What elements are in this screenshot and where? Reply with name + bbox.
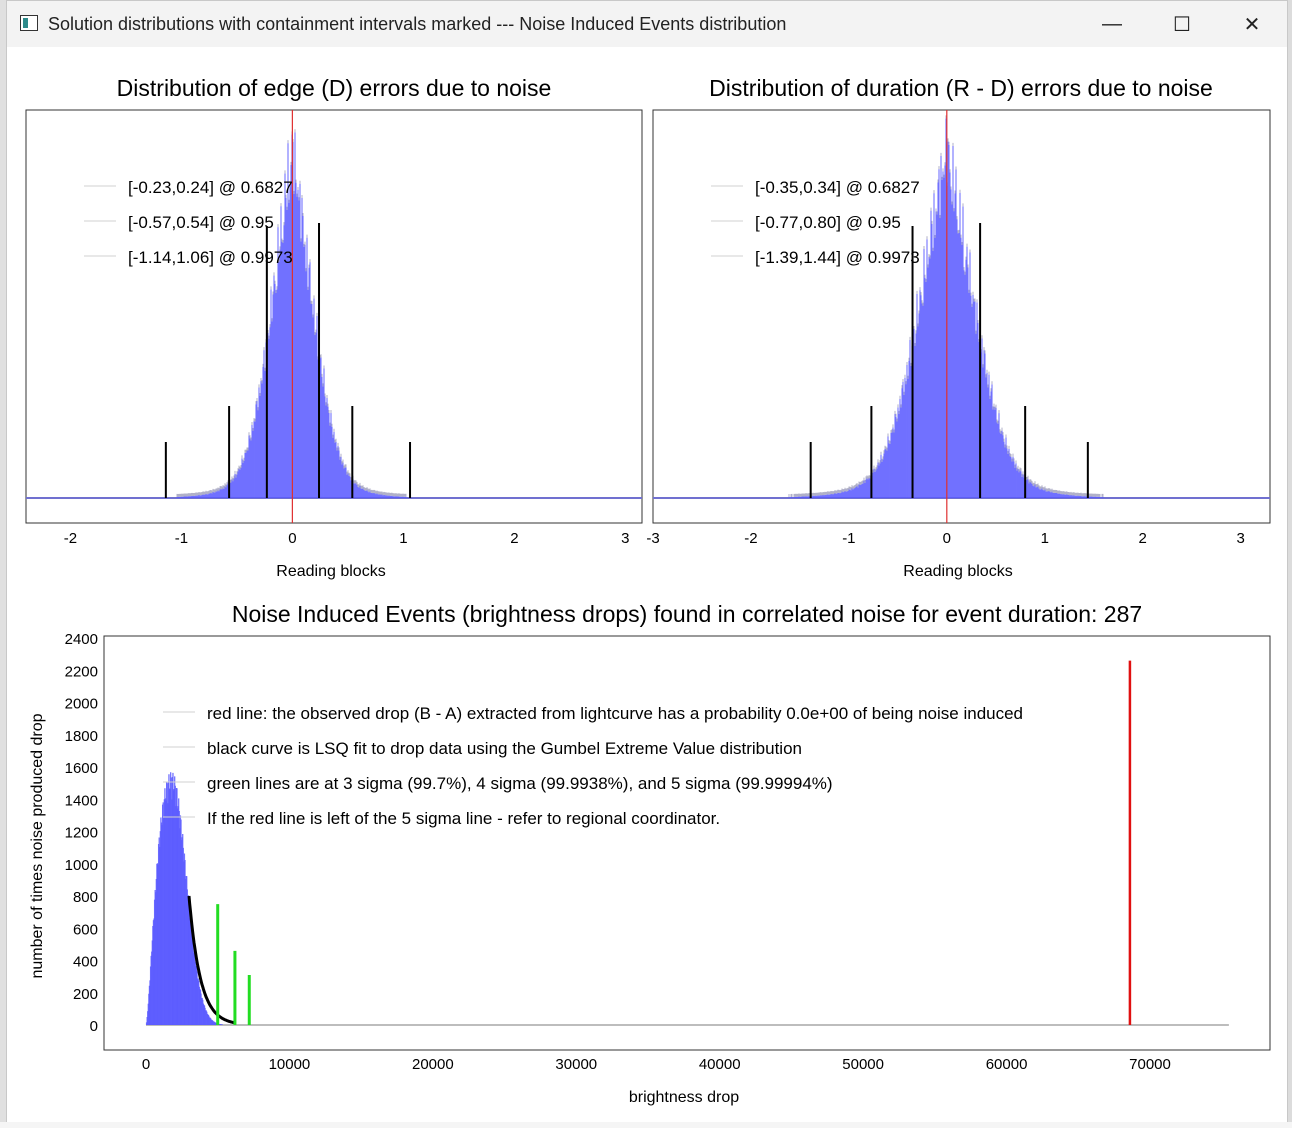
plots-canvas: Distribution of edge (D) errors due to n… xyxy=(25,75,1271,1106)
y-tick-label: 0 xyxy=(90,1018,98,1035)
y-tick-label: 400 xyxy=(73,954,98,971)
y-tick-label: 2400 xyxy=(65,631,98,648)
x-tick-label: 70000 xyxy=(1129,1056,1171,1073)
legend-entry: [-0.77,0.80] @ 0.95 xyxy=(755,213,901,232)
gumbel-fit-curve xyxy=(187,895,236,1025)
plot-frame xyxy=(103,635,1271,1051)
x-axis-label: Reading blocks xyxy=(276,563,385,580)
x-axis-label: Reading blocks xyxy=(903,563,1012,580)
chart-title: Noise Induced Events (brightness drops) … xyxy=(232,601,1142,627)
histogram xyxy=(145,772,223,1025)
y-tick-label: 1400 xyxy=(65,792,98,809)
window-title: Solution distributions with containment … xyxy=(48,14,787,34)
distribution-panel-2 xyxy=(652,109,1271,524)
x-tick-label: 0 xyxy=(943,530,951,547)
x-tick-label: 40000 xyxy=(699,1056,741,1073)
y-tick-label: 1800 xyxy=(65,728,98,745)
x-axis-label: brightness drop xyxy=(629,1089,739,1106)
x-tick-label: 10000 xyxy=(269,1056,311,1073)
legend-entry: [-0.57,0.54] @ 0.95 xyxy=(128,213,274,232)
x-tick-label: 3 xyxy=(1236,530,1244,547)
x-tick-label: 0 xyxy=(288,530,296,547)
background-window-edge xyxy=(0,0,6,1128)
histogram xyxy=(176,129,407,498)
x-tick-label: -1 xyxy=(842,530,855,547)
y-axis-label: number of times noise produced drop xyxy=(29,713,46,978)
app-icon xyxy=(20,15,38,31)
legend-entry: [-1.39,1.44] @ 0.9973 xyxy=(755,248,920,267)
background-window-edge-right xyxy=(1288,0,1292,1128)
x-tick-label: 50000 xyxy=(842,1056,884,1073)
legend-entry: [-0.23,0.24] @ 0.6827 xyxy=(128,178,293,197)
legend-entry: If the red line is left of the 5 sigma l… xyxy=(207,809,720,828)
y-tick-label: 1200 xyxy=(65,825,98,842)
legend-entry: [-0.35,0.34] @ 0.6827 xyxy=(755,178,920,197)
title-bar[interactable]: Solution distributions with containment … xyxy=(7,1,1287,47)
x-tick-label: 2 xyxy=(510,530,518,547)
legend-entry: [-1.14,1.06] @ 0.9973 xyxy=(128,248,293,267)
minimize-button[interactable]: — xyxy=(1102,12,1122,35)
close-button[interactable]: ✕ xyxy=(1243,13,1261,36)
y-tick-label: 1000 xyxy=(65,857,98,874)
x-tick-label: -2 xyxy=(744,530,757,547)
x-tick-label: 60000 xyxy=(986,1056,1028,1073)
legend-entry: red line: the observed drop (B - A) extr… xyxy=(207,704,1023,723)
y-tick-label: 1600 xyxy=(65,760,98,777)
chart-title: Distribution of duration (R - D) errors … xyxy=(709,75,1213,101)
x-tick-label: 2 xyxy=(1139,530,1147,547)
legend-entry: black curve is LSQ fit to drop data usin… xyxy=(207,739,802,758)
plot-window: Solution distributions with containment … xyxy=(6,0,1288,1124)
x-tick-label: -1 xyxy=(175,530,188,547)
distribution-panel-1 xyxy=(25,109,643,524)
chart-title: Distribution of edge (D) errors due to n… xyxy=(117,75,552,101)
legend-entry: green lines are at 3 sigma (99.7%), 4 si… xyxy=(207,774,833,793)
y-tick-label: 2000 xyxy=(65,696,98,713)
x-tick-label: -3 xyxy=(646,530,659,547)
x-tick-label: 0 xyxy=(142,1056,150,1073)
y-tick-label: 2200 xyxy=(65,663,98,680)
y-tick-label: 800 xyxy=(73,889,98,906)
histogram xyxy=(788,115,1104,498)
maximize-button[interactable]: ☐ xyxy=(1173,13,1191,36)
x-tick-label: 1 xyxy=(399,530,407,547)
background-table-header: FrameNumtimeInfosignal-Neptun (target)si… xyxy=(0,1122,1292,1128)
x-tick-label: 20000 xyxy=(412,1056,454,1073)
x-tick-label: 1 xyxy=(1041,530,1049,547)
x-tick-label: -2 xyxy=(64,530,77,547)
x-tick-label: 30000 xyxy=(555,1056,597,1073)
y-tick-label: 200 xyxy=(73,986,98,1003)
y-tick-label: 600 xyxy=(73,921,98,938)
noise-events-panel xyxy=(103,635,1271,1051)
x-tick-label: 3 xyxy=(621,530,629,547)
